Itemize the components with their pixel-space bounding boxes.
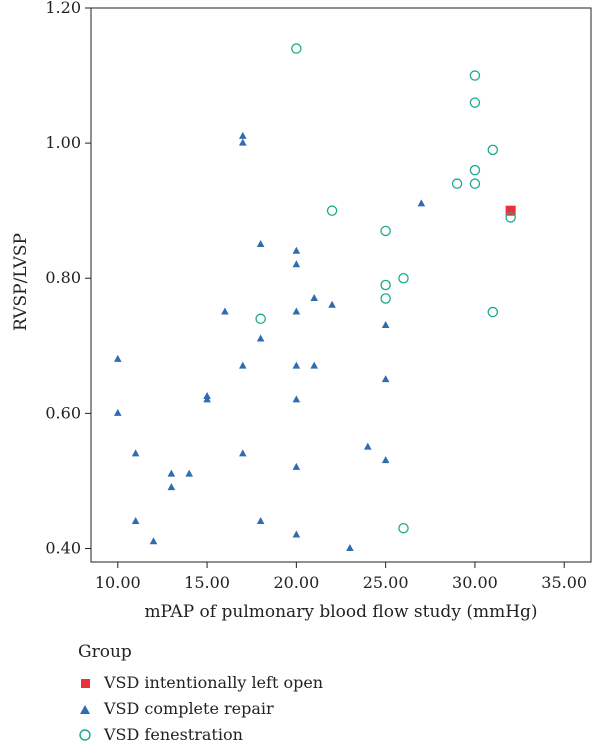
- point-fenestration: [469, 178, 481, 189]
- point-complete-repair: [381, 321, 390, 329]
- point-complete-repair: [238, 449, 247, 457]
- y-tick-label: 1.00: [45, 133, 81, 152]
- point-complete-repair: [256, 239, 265, 247]
- blue-triangle-icon: [80, 705, 90, 714]
- point-complete-repair: [131, 449, 140, 457]
- point-fenestration: [469, 97, 481, 108]
- point-complete-repair: [292, 307, 301, 315]
- point-complete-repair: [292, 462, 301, 470]
- point-complete-repair: [113, 408, 122, 416]
- point-complete-repair: [131, 516, 140, 524]
- point-complete-repair: [310, 361, 319, 369]
- y-tick-label: 1.20: [45, 0, 81, 17]
- legend-label: VSD fenestration: [104, 725, 243, 744]
- data-points: [113, 43, 516, 551]
- axes: 10.00 15.00 20.00 25.00 30.00 35.00 0.40 0.60 0.…: [45, 0, 592, 592]
- point-complete-repair: [238, 131, 247, 139]
- legend-title: Group: [78, 642, 132, 662]
- point-complete-repair: [346, 543, 354, 551]
- point-fenestration: [487, 306, 499, 318]
- x-tick-label: 35.00: [541, 573, 587, 592]
- point-complete-repair: [113, 354, 122, 362]
- point-complete-repair: [328, 300, 336, 308]
- point-complete-repair: [203, 395, 211, 403]
- y-tick-label: 0.60: [45, 403, 81, 422]
- point-fenestration: [380, 225, 391, 237]
- red-square-icon: [81, 679, 90, 688]
- point-fenestration: [451, 178, 463, 189]
- point-fenestration: [255, 313, 266, 325]
- point-complete-repair: [256, 334, 265, 342]
- x-tick-label: 30.00: [452, 573, 498, 592]
- point-complete-repair: [149, 537, 158, 545]
- point-fenestration: [469, 70, 481, 81]
- point-complete-repair: [363, 442, 372, 450]
- point-complete-repair: [310, 294, 319, 302]
- point-complete-repair: [221, 307, 229, 315]
- point-complete-repair: [238, 361, 247, 369]
- scatter-chart: 10.00 15.00 20.00 25.00 30.00 35.00 0.40 0.60 0.…: [11, 0, 592, 622]
- point-complete-repair: [292, 395, 301, 403]
- plot-frame: [90, 7, 592, 563]
- point-fenestration: [487, 144, 499, 156]
- point-fenestration: [398, 522, 409, 534]
- point-complete-repair: [238, 138, 247, 146]
- y-axis-label: RVSP/LVSP: [11, 233, 31, 331]
- point-complete-repair: [292, 246, 301, 254]
- legend-item-left-open: VSD intentionally left open: [78, 670, 578, 696]
- point-complete-repair: [292, 361, 301, 369]
- legend: Group VSD intentionally left open VSD co…: [78, 640, 578, 748]
- x-axis-label: mPAP of pulmonary blood flow study (mmHg…: [144, 602, 537, 622]
- x-tick-label: 20.00: [273, 573, 319, 592]
- point-complete-repair: [256, 516, 265, 524]
- y-tick-label: 0.40: [45, 538, 81, 557]
- point-complete-repair: [417, 199, 426, 207]
- x-tick-label: 15.00: [184, 573, 230, 592]
- point-fenestration: [380, 279, 391, 291]
- green-circle-icon: [79, 729, 91, 741]
- x-tick-label: 25.00: [363, 573, 409, 592]
- point-fenestration: [398, 272, 409, 284]
- point-fenestration: [291, 43, 302, 54]
- legend-item-fenestration: VSD fenestration: [78, 722, 578, 748]
- point-fenestration: [469, 164, 481, 176]
- point-complete-repair: [381, 456, 390, 464]
- point-left-open: [505, 205, 516, 216]
- point-complete-repair: [167, 469, 176, 477]
- point-fenestration: [326, 205, 338, 216]
- point-complete-repair: [185, 469, 194, 477]
- legend-label: VSD intentionally left open: [104, 673, 324, 692]
- point-complete-repair: [292, 530, 301, 538]
- point-complete-repair: [381, 375, 390, 383]
- point-complete-repair: [292, 260, 301, 268]
- legend-item-complete-repair: VSD complete repair: [78, 696, 578, 722]
- point-fenestration: [380, 293, 391, 304]
- x-tick-label: 10.00: [95, 573, 141, 592]
- point-complete-repair: [167, 483, 176, 491]
- y-tick-label: 0.80: [45, 268, 81, 287]
- legend-label: VSD complete repair: [104, 699, 274, 718]
- point-fenestration: [505, 212, 516, 223]
